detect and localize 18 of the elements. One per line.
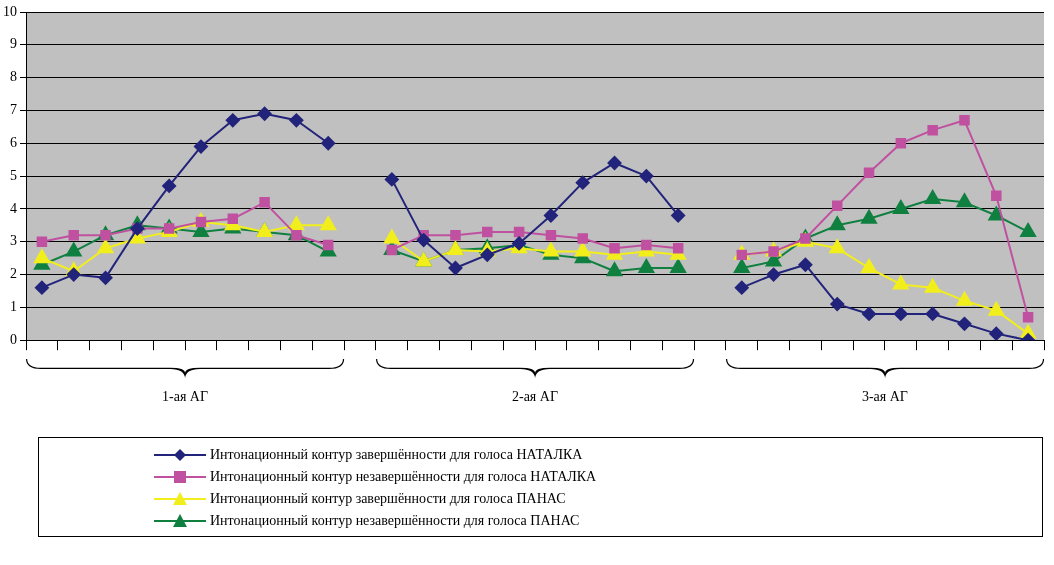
y-tick-label: 9 [10, 36, 17, 52]
y-tick-label: 1 [10, 299, 17, 315]
y-tick-label: 0 [10, 331, 17, 347]
text: 1-ая АГ [162, 388, 209, 404]
text: 2-ая АГ [511, 388, 559, 404]
y-tick-label: 8 [10, 69, 17, 85]
y-tick-label: 3 [10, 233, 17, 249]
y-tick-label: 5 [10, 167, 17, 183]
legend-label: Интонационный контур незавершённости для голоса ПАНАС [210, 513, 580, 529]
legend-label: Интонационный контур незавершённости для голоса НАТАЛКА [210, 469, 597, 485]
y-tick-label: 10 [3, 3, 17, 19]
text: 3-ая АГ [861, 388, 908, 404]
legend-label: Интонационный контур завершённости для голоса ПАНАС [210, 491, 566, 507]
y-tick-label: 4 [10, 200, 17, 216]
y-tick-label: 6 [10, 134, 17, 150]
y-tick-label: 2 [10, 266, 17, 282]
y-tick-label: 7 [10, 102, 17, 118]
legend-label: Интонационный контур завершённости для голоса НАТАЛКА [210, 447, 583, 463]
